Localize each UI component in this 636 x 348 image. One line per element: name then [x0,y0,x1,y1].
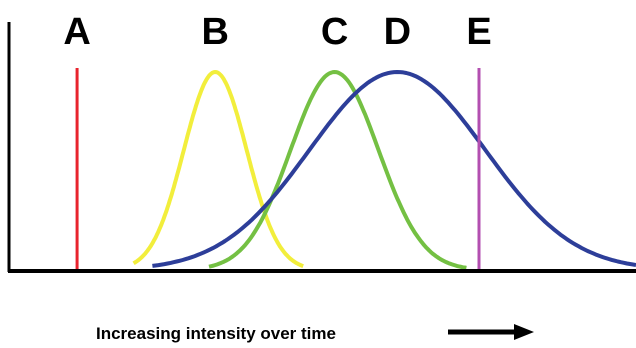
series-c-curve [208,70,467,270]
series-label-d: D [384,11,411,53]
series-label-e: E [466,11,491,53]
arrow-right-icon [448,324,534,340]
x-axis-label: Increasing intensity over time [96,324,336,343]
series-label-c: C [321,11,348,53]
series-b-curve [132,70,305,268]
series-group [75,68,636,270]
series-d-curve [152,70,636,268]
series-label-b: B [202,11,229,53]
series-label-a: A [63,11,90,53]
